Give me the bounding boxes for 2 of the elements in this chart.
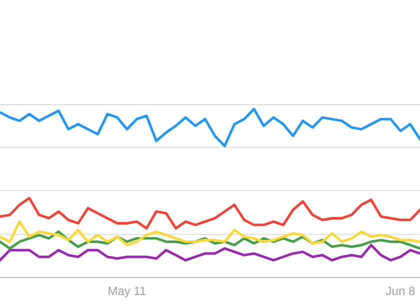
x-tick-label: Jun 8 <box>386 284 416 298</box>
x-tick-label: May 11 <box>108 284 147 298</box>
